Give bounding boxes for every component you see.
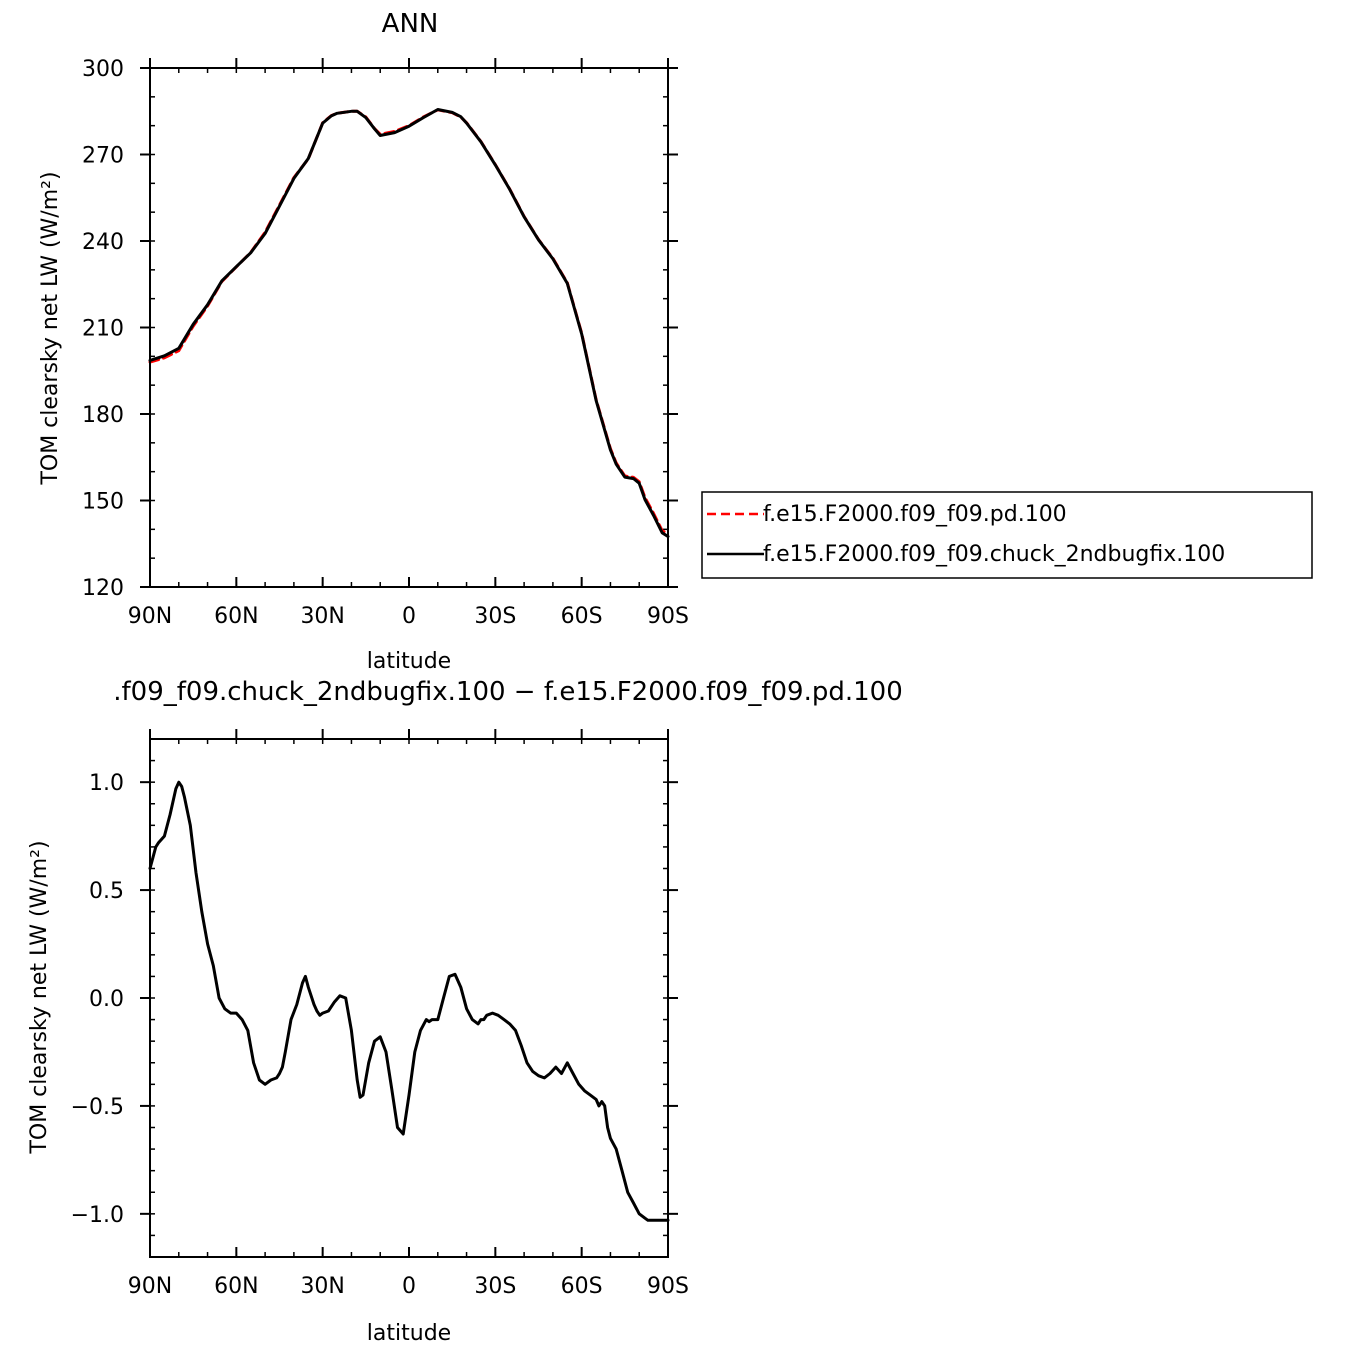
legend-label-pd: f.e15.F2000.f09_f09.pd.100	[763, 502, 1067, 527]
top-x-axis-label: latitude	[367, 649, 451, 674]
legend-box	[701, 491, 1313, 579]
bottom-x-tick-label: 30S	[474, 1274, 516, 1299]
top-x-tick-label: 90S	[647, 604, 689, 629]
top-y-tick-label: 120	[82, 576, 124, 601]
bottom-y-tick-label: 0.5	[89, 879, 124, 904]
bottom-y-tick-label: −1.0	[71, 1203, 124, 1228]
bottom-y-axis-label: TOM clearsky net LW (W/m²)	[27, 840, 52, 1154]
top-y-tick-label: 300	[82, 57, 124, 82]
bottom-y-tick-label: 0.0	[89, 987, 124, 1012]
top-panel-title: ANN	[382, 9, 439, 39]
bottom-y-tick-label: 1.0	[89, 771, 124, 796]
bottom-plot-area: 1.0 0.5 0.0 −0.5 −1.0 90N 60N 30N 0 30S 60S 90S	[71, 729, 689, 1299]
bottom-x-tick-label: 90S	[647, 1274, 689, 1299]
bottom-plot-frame	[149, 738, 669, 1258]
top-y-tick-label: 210	[82, 317, 124, 342]
top-x-tick-label: 0	[402, 604, 416, 629]
top-y-tick-label: 240	[82, 230, 124, 255]
bottom-x-tick-label: 30N	[300, 1274, 344, 1299]
top-y-tick-label: 150	[82, 490, 124, 515]
top-y-tick-label: 270	[82, 144, 124, 169]
top-series-line-0	[148, 108, 670, 536]
top-x-tick-label: 30N	[300, 604, 344, 629]
bottom-y-tick-label: −0.5	[71, 1095, 124, 1120]
top-x-tick-label: 60N	[214, 604, 258, 629]
bottom-x-tick-label: 60S	[561, 1274, 603, 1299]
bottom-panel: .f09_f09.chuck_2ndbugfix.100 − f.e15.F20…	[27, 677, 903, 1346]
bottom-x-tick-label: 60N	[214, 1274, 258, 1299]
top-x-tick-label: 90N	[128, 604, 172, 629]
top-y-tick-label: 180	[82, 403, 124, 428]
bottom-x-axis-label: latitude	[367, 1321, 451, 1346]
top-series-line-1	[148, 108, 670, 538]
legend-label-chuck: f.e15.F2000.f09_f09.chuck_2ndbugfix.100	[763, 542, 1225, 567]
top-x-tick-label: 60S	[561, 604, 603, 629]
bottom-series-line-0	[148, 780, 670, 1222]
top-x-tick-label: 30S	[474, 604, 516, 629]
bottom-x-tick-label: 0	[402, 1274, 416, 1299]
bottom-x-tick-label: 90N	[128, 1274, 172, 1299]
top-y-axis-label: TOM clearsky net LW (W/m²)	[38, 171, 63, 485]
bottom-panel-title: .f09_f09.chuck_2ndbugfix.100 − f.e15.F20…	[113, 677, 902, 707]
legend: f.e15.F2000.f09_f09.pd.100 f.e15.F2000.f…	[701, 491, 1313, 579]
top-plot-frame	[149, 67, 669, 588]
